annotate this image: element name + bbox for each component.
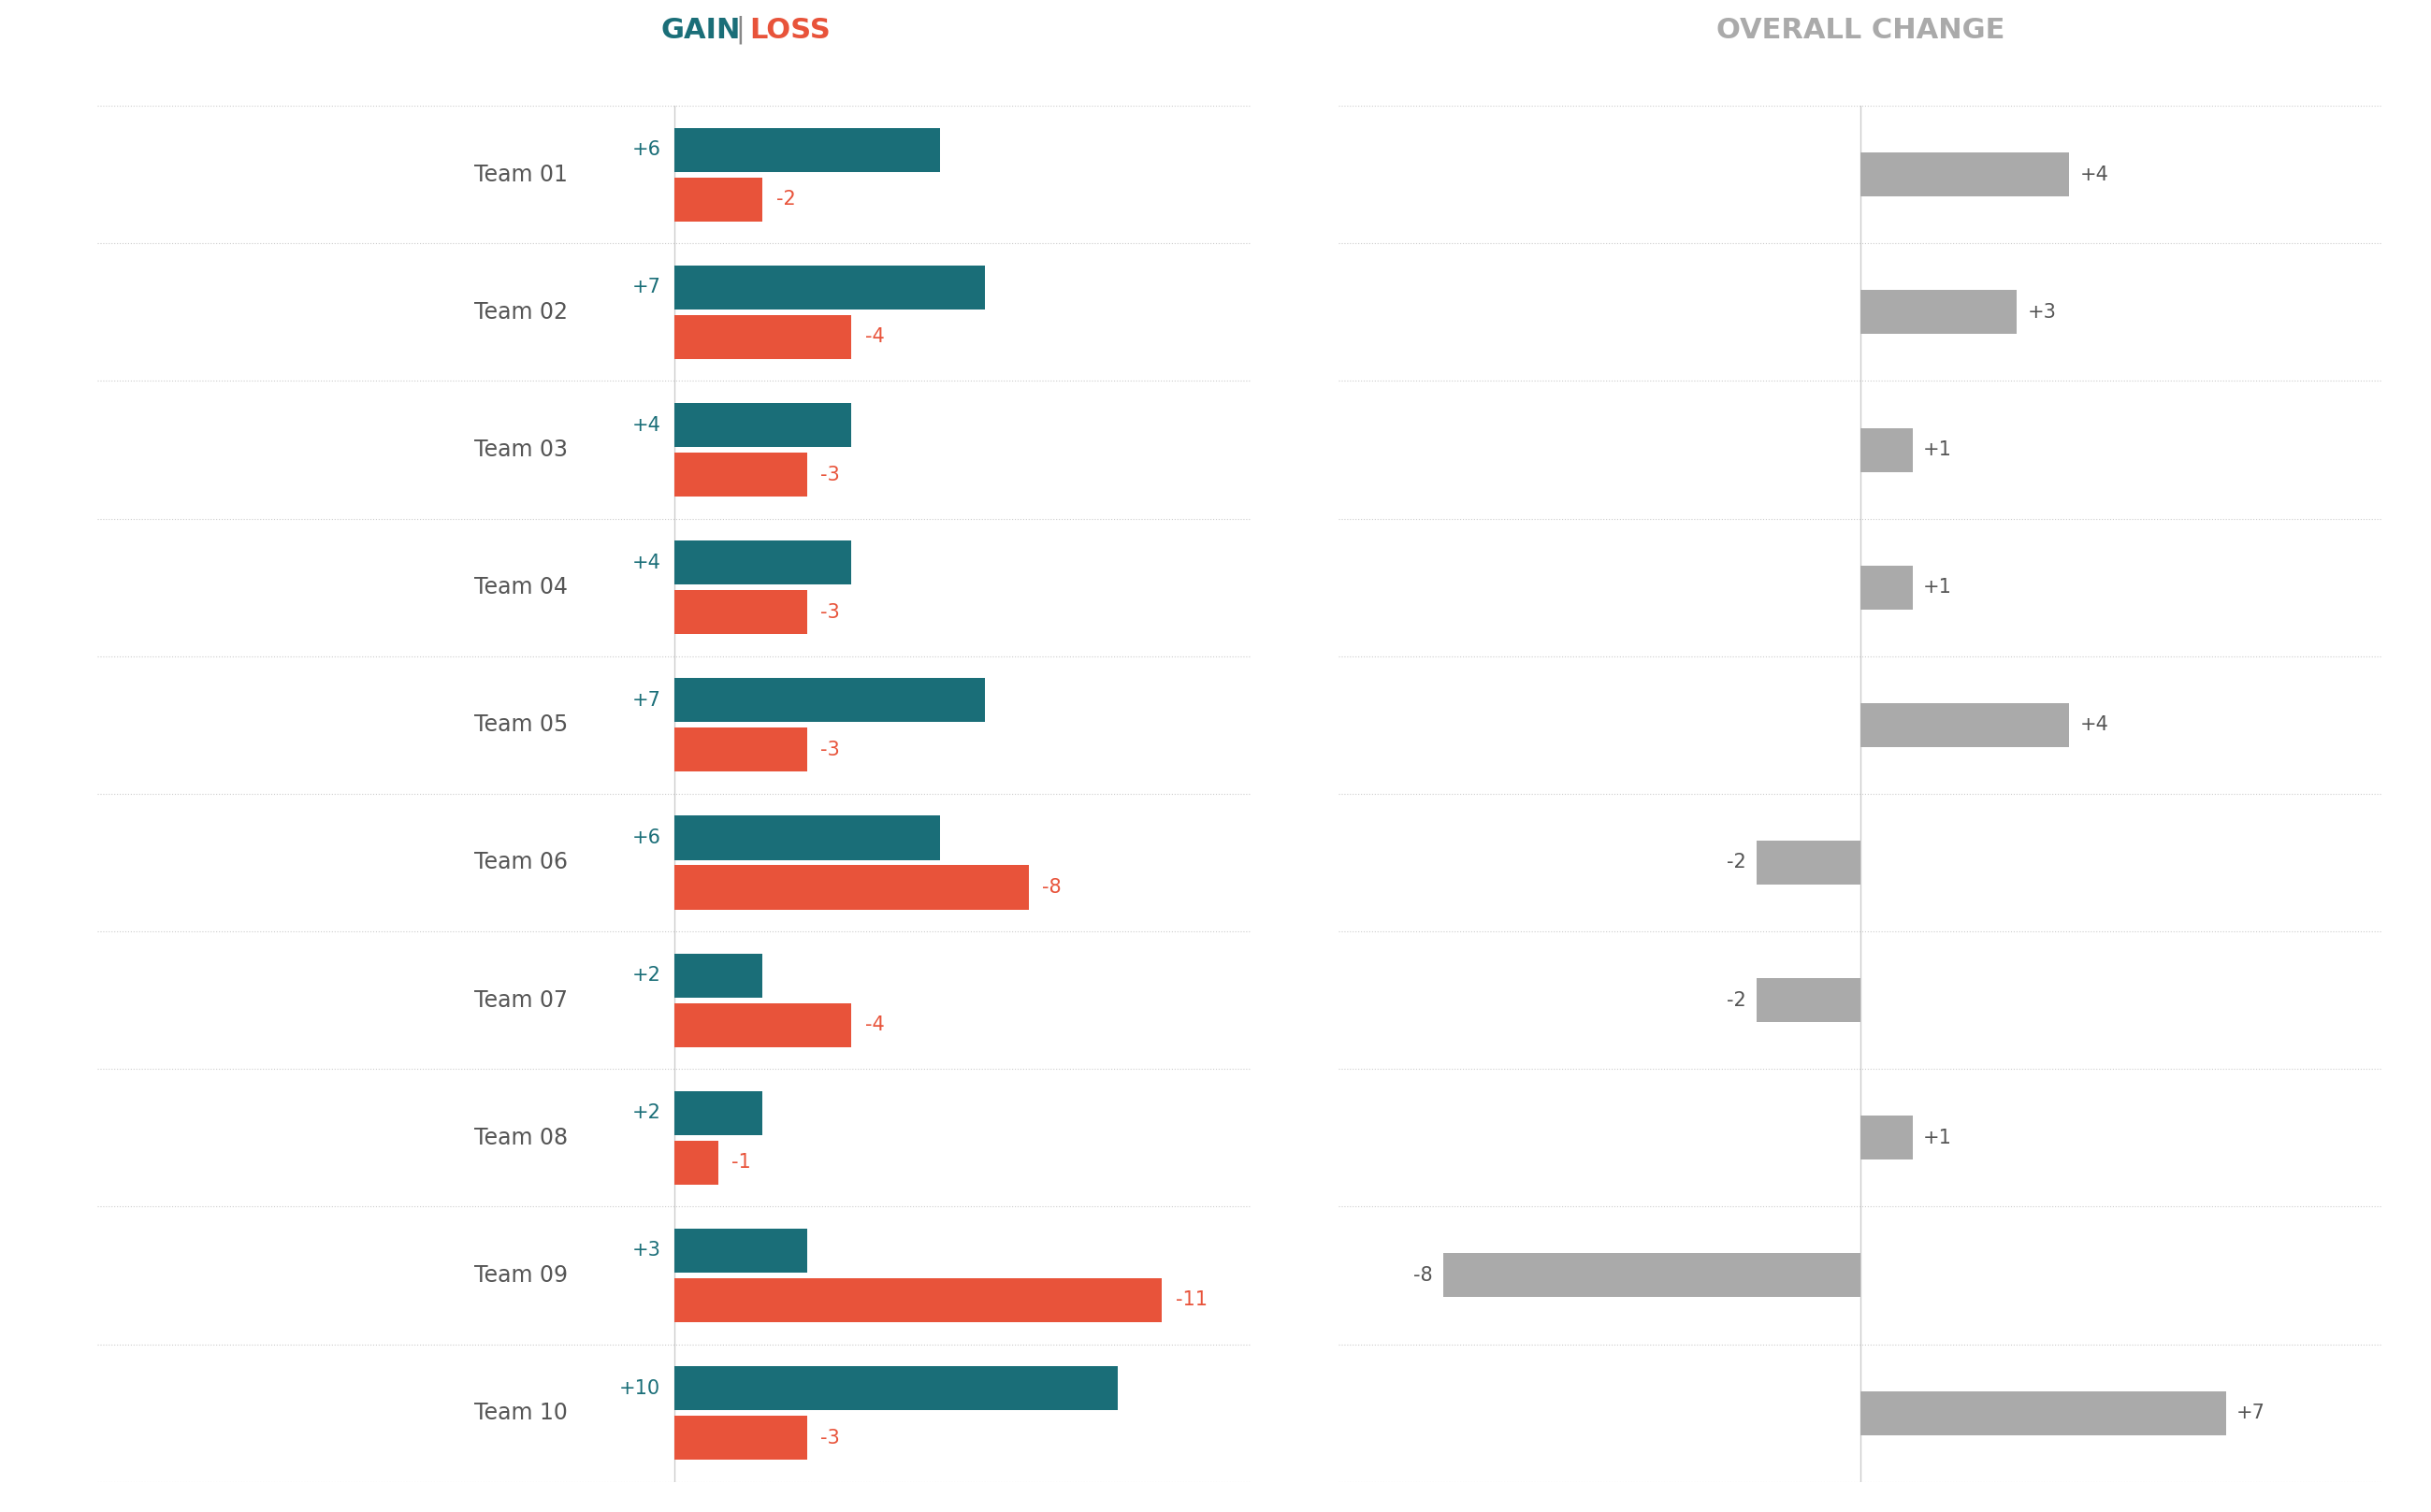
- Text: -8: -8: [1412, 1266, 1432, 1285]
- Text: LOSS: LOSS: [749, 17, 831, 44]
- Text: -3: -3: [819, 603, 839, 621]
- Bar: [673, 1002, 851, 1046]
- Text: +7: +7: [2237, 1403, 2266, 1423]
- Bar: [673, 177, 763, 221]
- Bar: [1444, 1253, 1860, 1297]
- Text: +7: +7: [632, 691, 661, 709]
- Bar: [1860, 1391, 2227, 1435]
- Bar: [673, 404, 851, 448]
- Bar: [1860, 153, 2069, 197]
- Text: +6: +6: [632, 829, 661, 847]
- Text: Team 08: Team 08: [474, 1126, 569, 1149]
- Bar: [673, 1367, 1118, 1411]
- Bar: [673, 1415, 807, 1459]
- Bar: [673, 954, 763, 998]
- Bar: [673, 1092, 763, 1136]
- Bar: [673, 727, 807, 771]
- Text: -4: -4: [865, 328, 885, 346]
- Bar: [1860, 290, 2018, 334]
- Text: -3: -3: [819, 466, 839, 484]
- Text: Team 02: Team 02: [474, 301, 569, 324]
- Text: +4: +4: [2079, 715, 2108, 735]
- Text: -3: -3: [819, 1429, 839, 1447]
- Text: GAIN: GAIN: [661, 17, 741, 44]
- Bar: [673, 1229, 807, 1273]
- Text: +1: +1: [1923, 1128, 1952, 1148]
- Bar: [673, 1140, 720, 1184]
- Text: OVERALL CHANGE: OVERALL CHANGE: [1716, 17, 2006, 44]
- Bar: [1755, 978, 1860, 1022]
- Text: +4: +4: [632, 416, 661, 434]
- Bar: [673, 452, 807, 496]
- Text: -2: -2: [1726, 853, 1745, 872]
- Bar: [673, 865, 1028, 909]
- Bar: [1860, 565, 1913, 609]
- Bar: [673, 129, 941, 172]
- Text: Team 03: Team 03: [474, 438, 569, 461]
- Bar: [1755, 841, 1860, 885]
- Text: Team 09: Team 09: [474, 1264, 569, 1287]
- Bar: [673, 541, 851, 585]
- Bar: [673, 314, 851, 358]
- Text: -2: -2: [1726, 990, 1745, 1010]
- Bar: [1860, 703, 2069, 747]
- Text: +1: +1: [1923, 578, 1952, 597]
- Bar: [673, 266, 985, 310]
- Text: Team 05: Team 05: [474, 714, 569, 736]
- Text: +10: +10: [620, 1379, 661, 1397]
- Text: -4: -4: [865, 1016, 885, 1034]
- Text: +1: +1: [1923, 440, 1952, 460]
- Text: Team 10: Team 10: [474, 1402, 569, 1424]
- Text: +3: +3: [2027, 302, 2057, 322]
- Text: +7: +7: [632, 278, 661, 296]
- Text: -8: -8: [1043, 878, 1062, 897]
- Text: -2: -2: [775, 191, 795, 209]
- Bar: [673, 816, 941, 860]
- Text: -11: -11: [1174, 1291, 1208, 1309]
- Bar: [673, 679, 985, 723]
- Text: +2: +2: [632, 966, 661, 984]
- Text: +6: +6: [632, 141, 661, 159]
- Text: Team 07: Team 07: [474, 989, 569, 1012]
- Text: +2: +2: [632, 1104, 661, 1122]
- Text: |: |: [727, 15, 754, 44]
- Text: Team 01: Team 01: [474, 163, 569, 186]
- Text: Team 04: Team 04: [474, 576, 569, 599]
- Bar: [1860, 1116, 1913, 1160]
- Text: -3: -3: [819, 741, 839, 759]
- Text: -1: -1: [732, 1154, 751, 1172]
- Text: Team 06: Team 06: [474, 851, 569, 874]
- Text: +4: +4: [632, 553, 661, 572]
- Bar: [1860, 428, 1913, 472]
- Text: +4: +4: [2079, 165, 2108, 184]
- Text: +3: +3: [632, 1241, 661, 1259]
- Bar: [673, 1278, 1162, 1321]
- Bar: [673, 590, 807, 634]
